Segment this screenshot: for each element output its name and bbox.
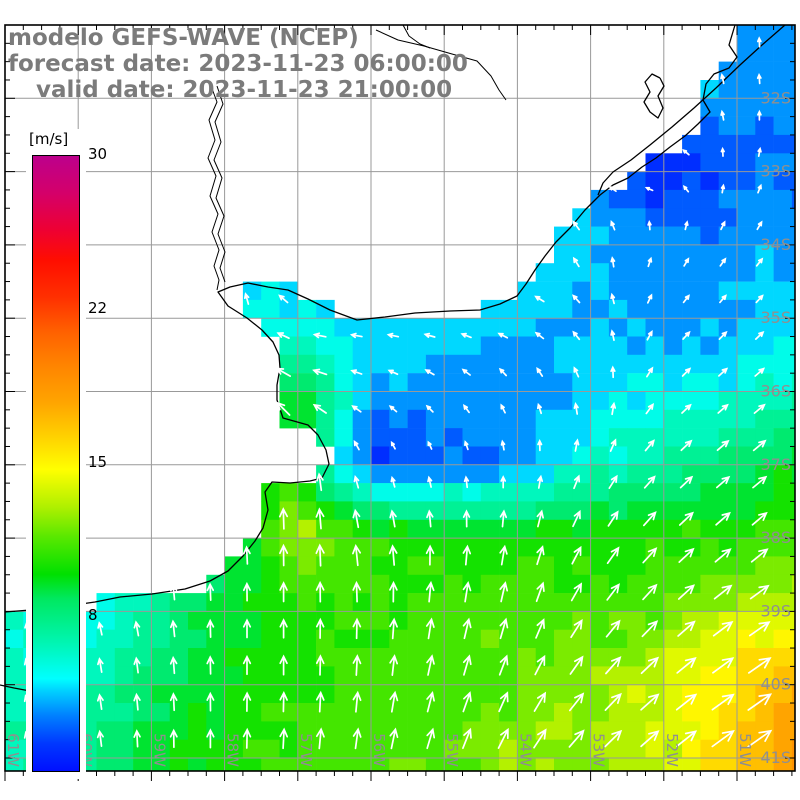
colorbar-tick-label: 30 <box>88 145 108 163</box>
lon-label: 59W <box>150 733 168 767</box>
barrier-coastline <box>597 24 786 196</box>
colorbar-tick-label: 22 <box>88 298 108 317</box>
latitude-labels: 32S 33S 34S 35S 36S 37S 38S 39S 40S 41S <box>760 88 791 767</box>
lat-label: 35S <box>760 308 791 327</box>
lon-label: 56W <box>370 733 388 767</box>
ticks-layer <box>4 24 795 781</box>
speed-cells-layer <box>5 25 796 772</box>
lon-label: 54W <box>516 733 534 767</box>
coastline <box>4 24 738 613</box>
colorbar-gradient <box>32 155 80 772</box>
lon-label: 58W <box>224 733 242 767</box>
lon-label: 53W <box>590 733 608 767</box>
wind-arrows-layer <box>23 36 773 750</box>
plot-frame <box>4 24 796 772</box>
river-uruguay-west-bank <box>207 85 220 291</box>
lon-label: 55W <box>443 733 461 767</box>
colorbar-tick-label: 8 <box>88 606 98 625</box>
valid-date: valid date: 2023-11-23 21:00:00 <box>36 77 453 103</box>
colorbar: [m/s] <box>26 129 86 779</box>
lat-label: 41S <box>760 748 791 767</box>
forecast-date: forecast date: 2023-11-23 06:00:00 <box>8 51 468 77</box>
colorbar-unit-label: [m/s] <box>29 130 69 148</box>
lat-label: 40S <box>760 675 791 694</box>
lon-label: 51W <box>736 733 754 767</box>
lon-label: 57W <box>297 733 315 767</box>
lat-label: 36S <box>760 382 791 401</box>
river-negro <box>375 29 507 101</box>
river-uruguay-east-bank <box>213 85 226 283</box>
river-negro-branch <box>402 24 431 49</box>
lagoa-mirim-shore <box>643 73 665 119</box>
lat-label: 32S <box>760 88 791 107</box>
lon-label: 61W <box>4 733 22 767</box>
model-title: modelo GEFS-WAVE (NCEP) <box>8 25 359 51</box>
lon-label: 52W <box>663 733 681 767</box>
lat-label: 37S <box>760 455 791 474</box>
lat-label: 38S <box>760 528 791 547</box>
lat-label: 34S <box>760 235 791 254</box>
colorbar-tick-label: 15 <box>88 452 108 471</box>
lat-label: 33S <box>760 162 791 181</box>
coastline-layer <box>0 24 786 692</box>
lat-label: 39S <box>760 601 791 620</box>
